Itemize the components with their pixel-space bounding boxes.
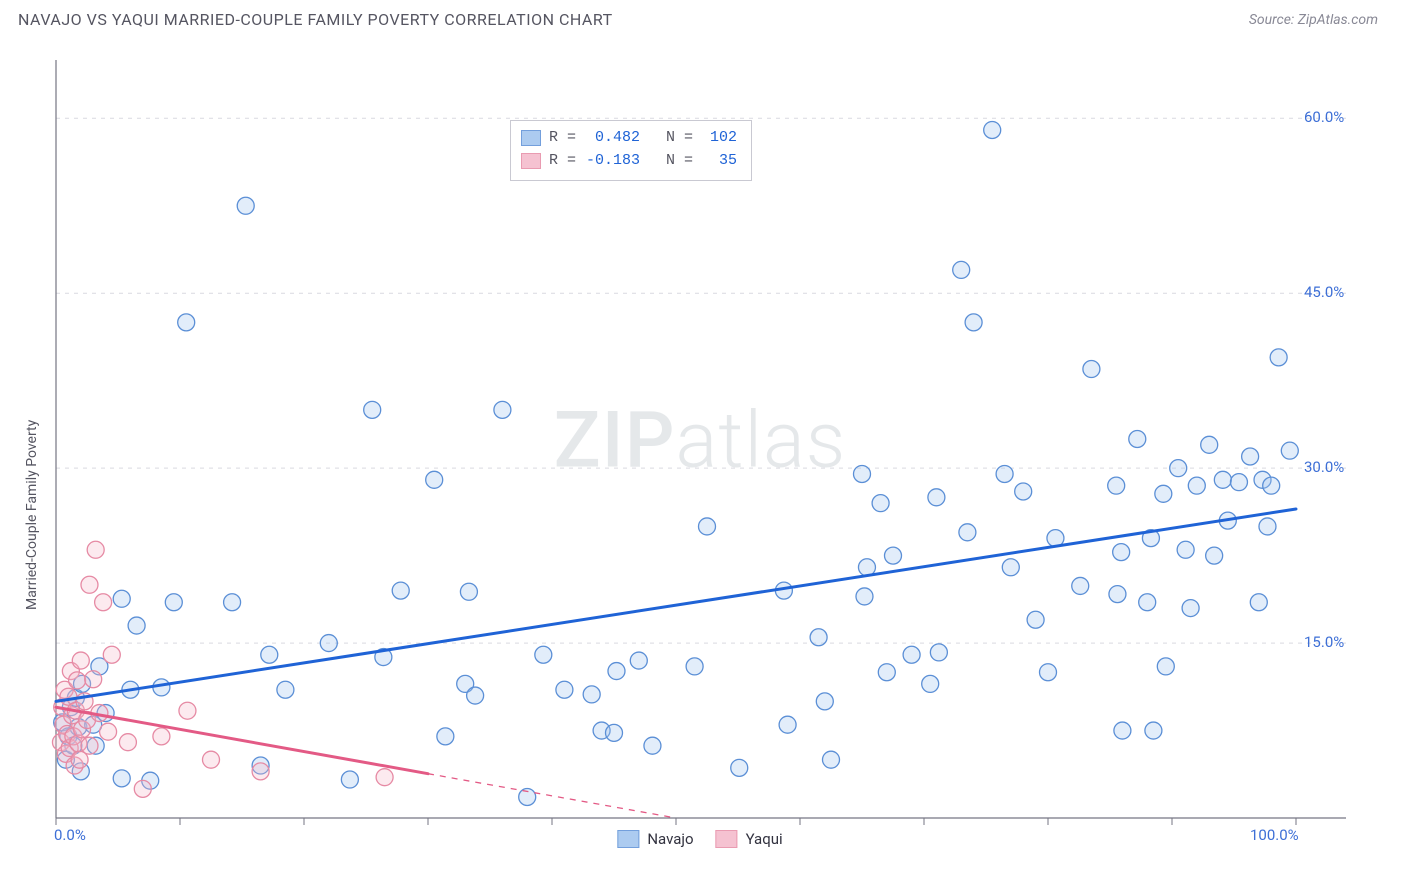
- stats-swatch-navajo: [521, 130, 541, 146]
- legend-label-yaqui: Yaqui: [746, 830, 783, 848]
- stats-n-yaqui: 35: [701, 150, 737, 173]
- y-tick-60: 60.0%: [1304, 108, 1344, 126]
- legend-swatch-yaqui: [716, 830, 738, 848]
- plot-area: ZIPatlas R = 0.482 N = 102 R = -0.183 N …: [50, 58, 1350, 846]
- chart-title: NAVAJO VS YAQUI MARRIED-COUPLE FAMILY PO…: [18, 10, 613, 29]
- stats-row-yaqui: R = -0.183 N = 35: [521, 150, 737, 173]
- stats-r-yaqui: -0.183: [584, 150, 640, 173]
- y-tick-15: 15.0%: [1304, 633, 1344, 651]
- stats-r-navajo: 0.482: [584, 127, 640, 150]
- stats-box: R = 0.482 N = 102 R = -0.183 N = 35: [510, 120, 752, 181]
- x-tick-100: 100.0%: [1250, 826, 1299, 844]
- stats-row-navajo: R = 0.482 N = 102: [521, 127, 737, 150]
- stats-n-label-2: N =: [666, 150, 693, 173]
- stats-r-label: R =: [549, 127, 576, 150]
- y-axis-label: Married-Couple Family Poverty: [24, 420, 40, 610]
- legend-swatch-navajo: [617, 830, 639, 848]
- legend: Navajo Yaqui: [617, 830, 782, 848]
- stats-r-label-2: R =: [549, 150, 576, 173]
- stats-n-navajo: 102: [701, 127, 737, 150]
- legend-label-navajo: Navajo: [647, 830, 693, 848]
- legend-item-yaqui: Yaqui: [716, 830, 783, 848]
- title-bar: NAVAJO VS YAQUI MARRIED-COUPLE FAMILY PO…: [0, 0, 1406, 39]
- x-tick-0: 0.0%: [54, 826, 86, 844]
- watermark-bold: ZIP: [554, 396, 676, 487]
- legend-item-navajo: Navajo: [617, 830, 693, 848]
- watermark-light: atlas: [676, 396, 847, 487]
- chart-container: NAVAJO VS YAQUI MARRIED-COUPLE FAMILY PO…: [0, 0, 1406, 892]
- stats-swatch-yaqui: [521, 153, 541, 169]
- source-label: Source: ZipAtlas.com: [1249, 12, 1378, 28]
- watermark: ZIPatlas: [554, 396, 847, 487]
- stats-n-label: N =: [666, 127, 693, 150]
- y-tick-30: 30.0%: [1304, 458, 1344, 476]
- y-tick-45: 45.0%: [1304, 283, 1344, 301]
